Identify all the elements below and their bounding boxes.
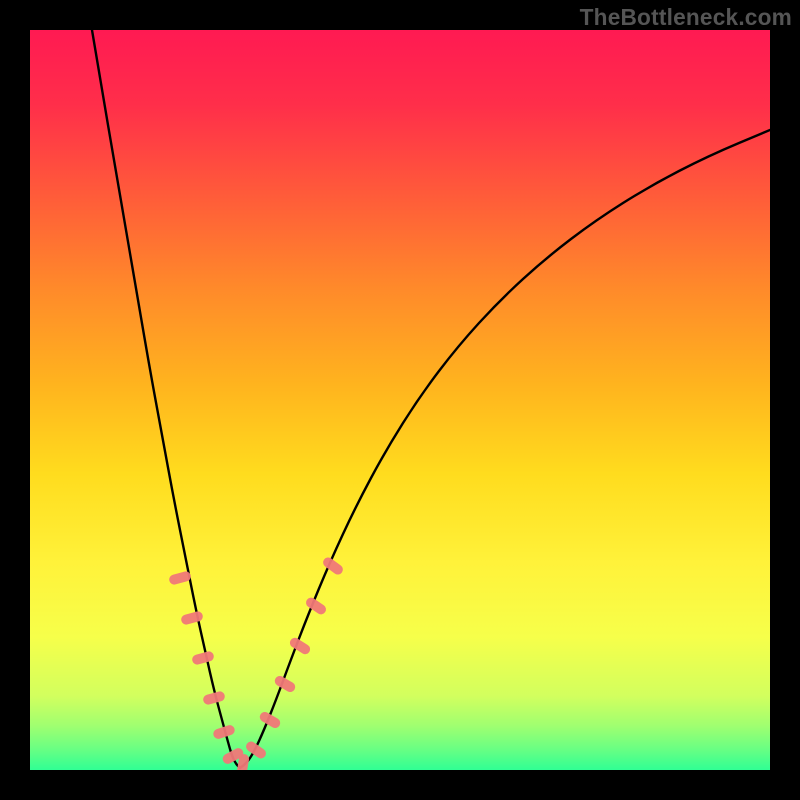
- plot-area: [30, 30, 770, 770]
- chart-background: [30, 30, 770, 770]
- bottleneck-chart-svg: [30, 30, 770, 770]
- watermark-text: TheBottleneck.com: [580, 4, 792, 31]
- chart-frame: TheBottleneck.com: [0, 0, 800, 800]
